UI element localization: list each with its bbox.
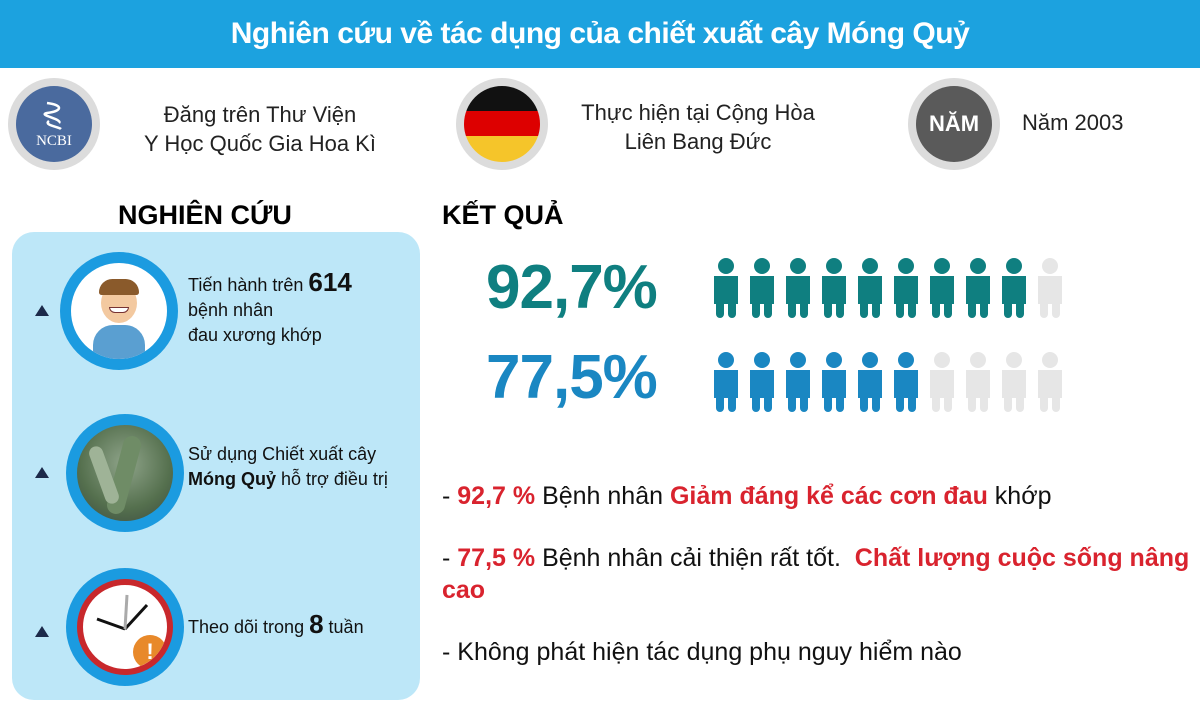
person-icon-filled xyxy=(966,258,990,318)
person-icon-filled xyxy=(822,352,846,412)
results-heading: KẾT QUẢ xyxy=(442,200,564,230)
person-icon-empty xyxy=(1002,352,1026,412)
person-icon-filled xyxy=(1002,258,1026,318)
helix-icon xyxy=(43,101,62,130)
person-icon-filled xyxy=(858,258,882,318)
person-icon-empty xyxy=(1038,258,1062,318)
study-heading: NGHIÊN CỨU xyxy=(118,200,292,230)
country-info: Thực hiện tại Cộng Hòa Liên Bang Đức xyxy=(581,100,815,154)
bullet-triangle-icon xyxy=(35,305,49,316)
step-duration: Theo dõi trong 8 tuần xyxy=(188,609,364,639)
patient-icon xyxy=(60,252,178,370)
result-pct-1: 92,7% xyxy=(486,253,658,322)
bullet-triangle-icon xyxy=(35,467,49,478)
year-badge: NĂM xyxy=(908,78,1000,170)
person-icon-filled xyxy=(750,258,774,318)
person-icon-filled xyxy=(894,352,918,412)
person-icon-empty xyxy=(1038,352,1062,412)
bullet-triangle-icon xyxy=(35,626,49,637)
result-pct-2: 77,5% xyxy=(486,343,658,412)
step-extract: Sử dụng Chiết xuất cây Móng Quỷ hỗ trợ đ… xyxy=(188,444,388,489)
plant-photo xyxy=(66,414,184,532)
clock-warning-icon: ! xyxy=(66,568,184,686)
pictogram-row-2 xyxy=(714,352,1062,412)
person-icon-filled xyxy=(822,258,846,318)
person-icon-filled xyxy=(750,352,774,412)
page-title: Nghiên cứu về tác dụng của chiết xuất câ… xyxy=(230,17,970,50)
pictogram-row-1 xyxy=(714,258,1062,318)
result-bullet-1: - 92,7 % Bệnh nhân Giảm đáng kể các cơn … xyxy=(442,482,1052,510)
result-bullet-2: - 77,5 % Bệnh nhân cải thiện rất tốt. Ch… xyxy=(442,544,1197,604)
result-bullet-3: - Không phát hiện tác dụng phụ nguy hiểm… xyxy=(442,638,962,666)
germany-flag-icon xyxy=(456,78,548,170)
person-icon-filled xyxy=(858,352,882,412)
ncbi-info: Đăng trên Thư Viện Y Học Quốc Gia Hoa Kì xyxy=(144,102,376,156)
person-icon-filled xyxy=(714,258,738,318)
year-info: Năm 2003 xyxy=(1022,110,1124,135)
title-banner: Nghiên cứu về tác dụng của chiết xuất câ… xyxy=(0,0,1200,68)
person-icon-filled xyxy=(714,352,738,412)
person-icon-empty xyxy=(930,352,954,412)
person-icon-filled xyxy=(786,258,810,318)
person-icon-filled xyxy=(786,352,810,412)
ncbi-logo: NCBI xyxy=(8,78,100,170)
step-patients: Tiến hành trên 614 bệnh nhân đau xương k… xyxy=(188,267,352,345)
person-icon-filled xyxy=(894,258,918,318)
person-icon-filled xyxy=(930,258,954,318)
person-icon-empty xyxy=(966,352,990,412)
